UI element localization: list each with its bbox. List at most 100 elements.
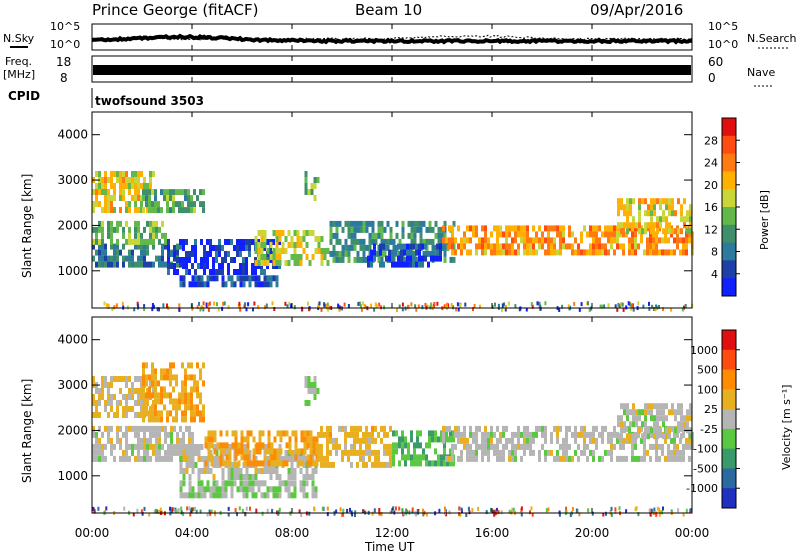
data-cell [131, 388, 134, 394]
data-cell [583, 249, 586, 256]
data-cell [140, 412, 143, 418]
data-cell [469, 225, 472, 232]
data-cell [565, 443, 568, 450]
data-cell [356, 437, 359, 444]
data-cell [662, 216, 665, 223]
power-data [92, 171, 694, 312]
data-cell [305, 230, 309, 236]
data-cell [173, 449, 176, 456]
data-cell [668, 210, 671, 217]
data-cell [673, 455, 676, 462]
data-cell [170, 251, 173, 257]
data-cell [107, 189, 110, 195]
data-cell [667, 449, 670, 456]
data-cell [392, 448, 395, 455]
data-cell [442, 437, 445, 444]
data-cell [95, 171, 98, 177]
data-cell [437, 238, 441, 245]
data-cell [673, 449, 676, 456]
data-cell [101, 388, 104, 394]
data-cell [416, 430, 419, 437]
data-cell [406, 255, 409, 262]
data-cell [233, 462, 237, 468]
speckle-cell [227, 305, 230, 310]
data-cell [166, 207, 169, 214]
data-cell [499, 249, 502, 256]
data-cell [185, 257, 188, 263]
x-tick-label: 00:00 [675, 526, 710, 540]
data-cell [151, 189, 154, 196]
data-cell [544, 431, 547, 438]
data-cell [595, 237, 598, 244]
data-cell [638, 409, 641, 416]
data-cell [457, 225, 460, 232]
data-cell [667, 249, 670, 256]
data-cell [619, 231, 622, 238]
data-cell [553, 425, 556, 432]
data-cell [290, 474, 294, 480]
data-cell [632, 409, 635, 416]
data-cell [116, 425, 119, 432]
data-cell [263, 480, 267, 487]
speckle-cell [107, 303, 110, 308]
x-tick-label: 16:00 [475, 526, 510, 540]
data-cell [258, 436, 262, 443]
speckle-cell [123, 506, 126, 511]
data-cell [311, 492, 315, 499]
data-cell [628, 437, 631, 444]
data-cell [167, 431, 170, 438]
data-cell [206, 257, 209, 263]
data-cell [306, 442, 310, 449]
data-cell [305, 242, 309, 248]
data-cell [212, 269, 215, 275]
data-cell [281, 242, 285, 248]
speckle-cell [448, 510, 451, 515]
data-cell [362, 449, 365, 456]
data-cell [151, 201, 154, 208]
data-cell [310, 189, 314, 195]
y-tick-label: 2000 [57, 218, 88, 232]
data-cell [652, 243, 655, 250]
data-cell [266, 281, 270, 288]
data-cell [294, 442, 298, 449]
data-cell [258, 430, 262, 437]
data-cell [580, 431, 583, 438]
colorbar-tick-label: 16 [704, 201, 718, 214]
data-cell [276, 454, 280, 461]
data-cell [98, 394, 101, 400]
data-cell [119, 400, 122, 406]
data-cell [157, 207, 160, 214]
data-cell [680, 415, 683, 422]
data-cell [589, 431, 592, 438]
data-cell [134, 455, 137, 462]
data-cell [362, 461, 365, 468]
data-cell [149, 425, 152, 432]
data-cell [154, 207, 157, 214]
speckle-cell [198, 301, 200, 306]
data-cell [668, 204, 671, 211]
data-cell [538, 425, 541, 432]
speckle-cell [326, 302, 329, 307]
data-cell [553, 243, 556, 250]
data-cell [260, 492, 264, 499]
data-cell [197, 480, 201, 487]
data-cell [300, 460, 304, 467]
data-cell [598, 455, 601, 462]
data-cell [245, 257, 248, 263]
velocity-y-label: Slant Range [km] [20, 379, 34, 483]
data-cell [451, 225, 454, 232]
data-cell [665, 198, 668, 205]
data-cell [190, 392, 193, 399]
data-cell [140, 261, 143, 268]
data-cell [620, 433, 623, 440]
speckle-cell [587, 301, 589, 306]
data-cell [101, 177, 104, 183]
data-cell [407, 448, 410, 455]
data-cell [110, 171, 113, 177]
data-cell [116, 406, 119, 412]
data-cell [517, 231, 520, 238]
data-cell [122, 195, 125, 201]
data-cell [179, 456, 183, 462]
data-cell [368, 443, 371, 450]
data-cell [230, 474, 234, 480]
